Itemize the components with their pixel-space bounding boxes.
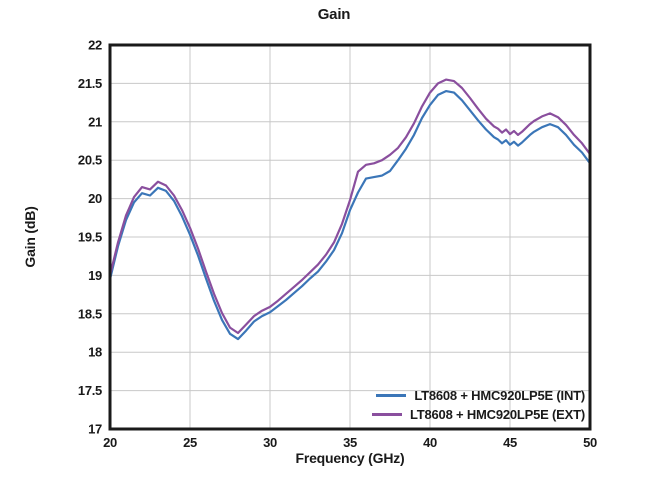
x-tick-40: 40 xyxy=(423,435,437,450)
x-tick-30: 30 xyxy=(263,435,277,450)
x-axis-label: Frequency (GHz) xyxy=(295,450,405,466)
x-tick-20: 20 xyxy=(103,435,117,450)
series-line-ext xyxy=(108,78,592,335)
x-tick-50: 50 xyxy=(583,435,597,450)
y-tick-20.5: 20.5 xyxy=(78,153,102,168)
y-tick-19: 19 xyxy=(88,268,102,283)
legend-swatch-ext-line xyxy=(371,412,402,416)
legend-item-int: LT8608 + HMC920LP5E (INT) xyxy=(372,386,585,404)
y-tick-19.5: 19.5 xyxy=(78,230,102,245)
plot-frame xyxy=(108,43,592,431)
y-tick-17: 17 xyxy=(88,422,102,437)
chart-title: Gain xyxy=(317,6,351,23)
legend-swatch-int-line xyxy=(376,393,407,397)
legend: LT8608 + HMC920LP5E (INT) LT8608 + HMC92… xyxy=(371,386,585,423)
y-tick-21.5: 21.5 xyxy=(78,76,102,91)
series-line-int xyxy=(108,89,592,341)
y-tick-17.5: 17.5 xyxy=(78,383,102,398)
y-tick-18.5: 18.5 xyxy=(78,306,102,321)
legend-item-ext: LT8608 + HMC920LP5E (EXT) xyxy=(371,405,585,423)
legend-label-ext: LT8608 + HMC920LP5E (EXT) xyxy=(409,406,585,422)
x-tick-45: 45 xyxy=(503,435,517,450)
x-tick-25: 25 xyxy=(183,435,197,450)
y-axis-label: Gain (dB) xyxy=(22,206,38,268)
y-tick-18: 18 xyxy=(88,345,102,360)
legend-label-int: LT8608 + HMC920LP5E (INT) xyxy=(414,387,585,403)
y-tick-20: 20 xyxy=(88,191,102,206)
y-tick-21: 21 xyxy=(88,114,102,129)
y-tick-22: 22 xyxy=(88,38,102,53)
x-tick-35: 35 xyxy=(343,435,357,450)
